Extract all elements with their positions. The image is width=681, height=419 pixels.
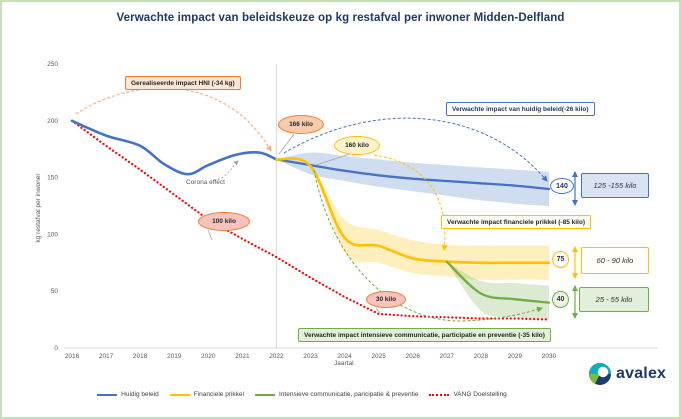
series-Huidig beleid (gerealiseerd 2016-2022) [70, 119, 278, 176]
legend-item: Financiele prikkel [169, 391, 244, 398]
annotation-huidig-box: Verwachte impact van huidig beleid(-26 k… [446, 102, 595, 117]
series-Intensieve communicatie, participatie & preventie [445, 260, 551, 304]
x-tick-label: 2020 [201, 353, 216, 360]
avalex-logo: avalex [587, 360, 666, 388]
series-Financiele prikkel [275, 157, 551, 265]
leader-30 [375, 307, 381, 314]
legend-line-swatch [254, 393, 275, 396]
leader-160 [315, 153, 351, 166]
legend-line-swatch [169, 393, 190, 396]
x-tick-label: 2029 [508, 353, 523, 360]
y-tick-label: 0 [54, 345, 58, 352]
series-Huidig beleid (verwacht) [275, 158, 551, 191]
x-tick-label: 2028 [474, 353, 489, 360]
x-tick-label: 2022 [269, 353, 284, 360]
avalex-logo-icon [589, 363, 611, 385]
x-tick-label: 2021 [235, 353, 250, 360]
x-tick-label: 2019 [167, 353, 182, 360]
y-tick-label: 100 [47, 231, 58, 238]
band-Intensieve communicatie, participatie & preventie [446, 261, 549, 320]
x-tick-label: 2026 [405, 353, 420, 360]
intensieve-arrow [313, 169, 543, 322]
annotation-hni-box: Gerealiseerde impact HNI (-34 kg) [125, 76, 241, 91]
oval-30-kilo: 30 kilo [366, 291, 406, 308]
legend-item: Intensieve communicatie, paricipatie & p… [254, 391, 419, 398]
legend-label: VANG Doelstelling [453, 391, 507, 398]
x-tick-label: 2018 [133, 353, 148, 360]
endpoint-75: 75 [552, 251, 569, 268]
y-tick-label: 250 [47, 61, 58, 68]
leader-100 [207, 229, 213, 241]
hni-arrow [75, 87, 272, 152]
legend: Huidig beleid Financiele prikkel Intensiev… [2, 391, 602, 398]
range-60-90: 60 - 90 kilo [581, 247, 649, 274]
range-125-155: 125 -155 kilo [581, 173, 649, 198]
legend-label: Financiele prikkel [193, 391, 244, 398]
y-tick-label: 50 [51, 288, 59, 295]
x-axis-label: Jaartal [334, 360, 354, 367]
x-tick-label: 2016 [65, 353, 80, 360]
avalex-wordmark: avalex [616, 365, 667, 382]
annotation-intensieve-box: Verwachte impact intensieve communicatie… [298, 328, 551, 343]
oval-166-kilo: 166 kilo [278, 115, 324, 134]
annotation-financiele-box: Verwachte impact financiele prikkel (-85… [441, 215, 591, 230]
corona-arrow [213, 160, 239, 182]
y-axis-label: kg restafval per inwoner [35, 173, 42, 243]
x-tick-label: 2025 [371, 353, 386, 360]
legend-item: Huidig beleid [97, 391, 159, 398]
range-25-55: 25 - 55 kilo [579, 287, 649, 312]
legend-item: VANG Doelstelling [429, 391, 507, 398]
legend-dotted-line-swatch [429, 393, 450, 396]
x-tick-label: 2030 [542, 353, 557, 360]
chart-title: Verwachte impact van beleidskeuze op kg … [116, 12, 565, 24]
financiele-prikkel-arrow [373, 154, 448, 251]
huidig-beleid-arrow [283, 117, 548, 182]
legend-line-swatch [97, 393, 118, 396]
y-tick-label: 200 [47, 118, 58, 125]
x-tick-label: 2023 [303, 353, 318, 360]
corona-effect-label: Corona effect [186, 179, 225, 186]
x-tick-label: 2017 [99, 353, 114, 360]
legend-label: Intensieve communicatie, paricipatie & p… [278, 391, 419, 398]
oval-100-kilo: 100 kilo [198, 212, 250, 231]
endpoint-140: 140 [550, 178, 574, 194]
y-tick-label: 150 [47, 175, 58, 182]
x-tick-label: 2027 [440, 353, 455, 360]
legend-label: Huidig beleid [121, 391, 159, 398]
annotation-arrows [75, 87, 578, 322]
endpoint-40: 40 [552, 291, 569, 308]
series-VANG Doelstelling [70, 119, 551, 321]
x-tick-label: 2024 [337, 353, 352, 360]
oval-160-kilo: 160 kilo [334, 136, 380, 155]
leader-166 [278, 133, 295, 155]
